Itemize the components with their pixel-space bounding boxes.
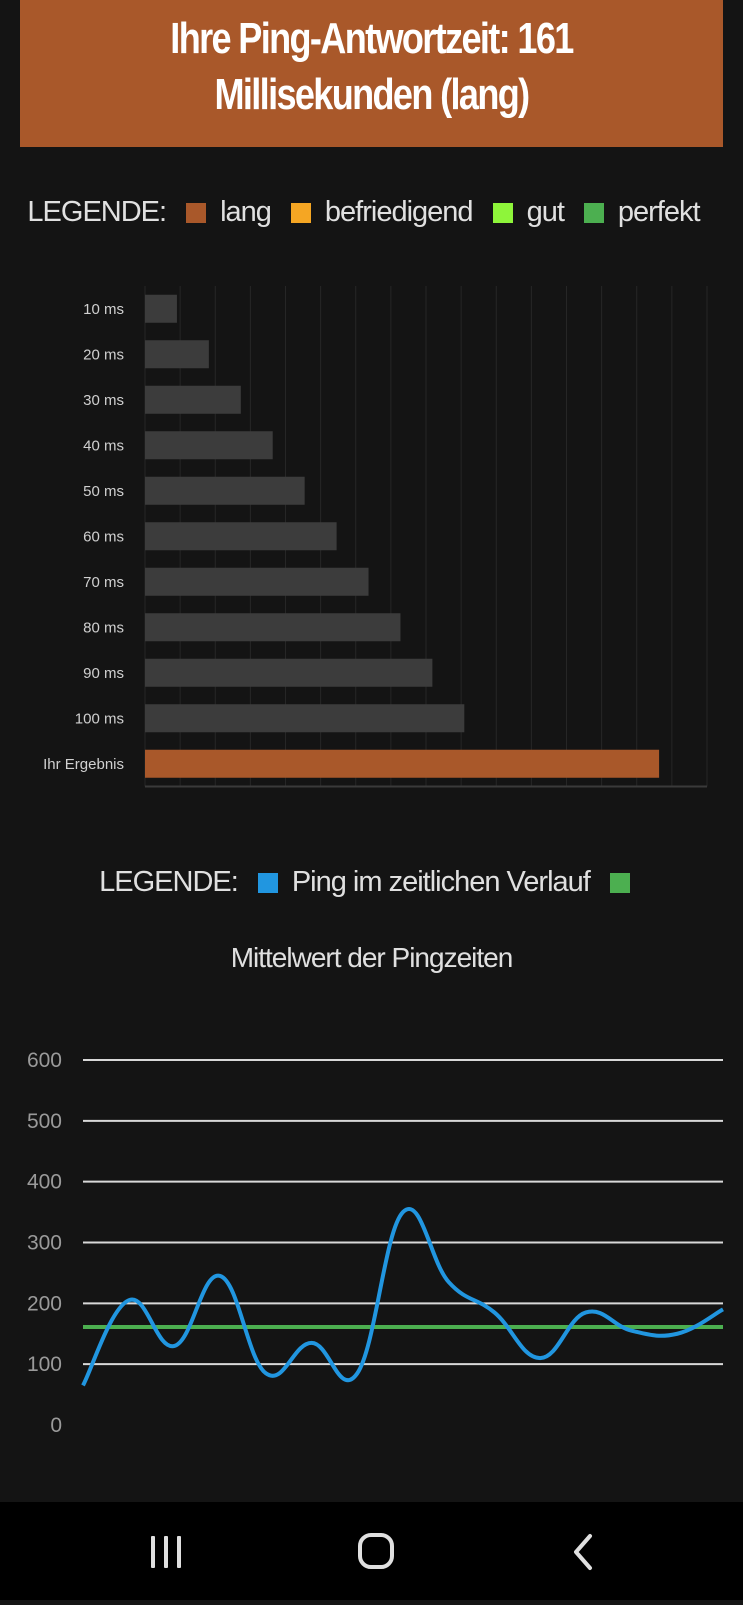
bar-category-label: 30 ms [83, 392, 124, 409]
bar-category-label: 90 ms [83, 665, 124, 682]
bar-3 [145, 431, 273, 460]
back-button[interactable] [524, 1502, 644, 1600]
y-tick-label: 400 [27, 1171, 62, 1194]
legend-text-befriedigend: befriedigend [324, 196, 474, 228]
bar-category-label: 50 ms [83, 483, 124, 500]
page-title: Ihre Ping-Antwortzeit: 161 Millisekunden… [170, 13, 574, 119]
y-tick-label: 200 [27, 1292, 62, 1315]
bar-2 [145, 385, 241, 414]
y-tick-label: 600 [27, 1049, 62, 1072]
bar-9 [145, 704, 465, 733]
legend-swatch-befriedigend [290, 202, 311, 223]
legend-swatch-perfekt [583, 202, 604, 223]
bar-6 [145, 567, 369, 596]
bar-category-label: 80 ms [83, 619, 124, 636]
bar-5 [145, 522, 337, 551]
ping-comparison-bar-chart: 10 ms 20 ms 30 ms 40 ms 50 ms 60 ms 70 ms 80 ms… [43, 286, 708, 788]
bar-category-label: 70 ms [83, 574, 124, 591]
legend-swatch-gut [492, 202, 513, 223]
bar-category-label: 10 ms [83, 301, 124, 318]
bar-8 [145, 658, 433, 687]
legend-text-perfekt: perfekt [617, 196, 701, 228]
recent-apps-icon [151, 1536, 181, 1568]
y-tick-label: 0 [50, 1414, 62, 1437]
bar-0 [145, 294, 177, 323]
recent-apps-button[interactable] [108, 1502, 228, 1600]
bar-10 [145, 749, 660, 778]
y-tick-label: 300 [27, 1232, 62, 1255]
time-legend: LEGENDE: Ping im zeitlichen Verlauf [0, 866, 743, 899]
home-button[interactable] [316, 1502, 436, 1600]
bar-category-label: 40 ms [83, 437, 124, 454]
legend-swatch-lang [186, 202, 207, 223]
bar-category-label: Ihr Ergebnis [43, 756, 124, 773]
legend-swatch-ping-verlauf [257, 872, 278, 893]
y-tick-label: 100 [27, 1353, 62, 1376]
bar-category-label: 20 ms [83, 346, 124, 363]
home-icon [358, 1533, 394, 1569]
bar-category-label: 100 ms [75, 710, 124, 727]
bar-7 [145, 613, 401, 642]
bar-1 [145, 340, 209, 369]
back-icon [574, 1534, 592, 1570]
ping-timeline-line-chart: 0 100 200 300 400 500 600 [27, 1049, 724, 1437]
y-tick-label: 500 [27, 1110, 62, 1133]
line-chart-title: Mittelwert der Pingzeiten [230, 942, 514, 973]
legend-text-ping-verlauf: Ping im zeitlichen Verlauf [291, 866, 591, 898]
quality-legend: LEGENDE: lang befriedigend gut perfekt [0, 196, 743, 229]
series-line-ping [81, 1207, 724, 1387]
android-navigation-bar [0, 1502, 743, 1600]
bar-4 [145, 476, 305, 505]
legend-label: LEGENDE: [99, 866, 239, 898]
bar-category-label: 60 ms [83, 528, 124, 545]
ping-result-banner: Ihre Ping-Antwortzeit: 161 Millisekunden… [20, 0, 723, 147]
legend-text-gut: gut [526, 196, 565, 228]
legend-label: LEGENDE: [27, 196, 167, 228]
legend-text-lang: lang [220, 196, 272, 228]
legend-swatch-mittelwert [609, 872, 630, 893]
